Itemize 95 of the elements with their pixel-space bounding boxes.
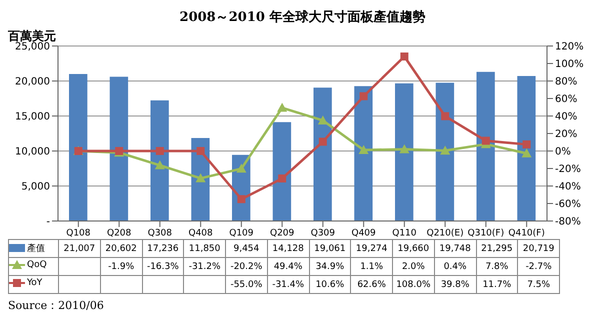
y2-tick-label: 40%: [555, 112, 578, 123]
data-label: 39.8%: [434, 276, 476, 294]
legend-label: YoY: [27, 278, 42, 288]
y2-tick-label: -20%: [555, 164, 581, 176]
data-label: 21,295: [476, 240, 518, 258]
y2-tick-label: -40%: [555, 182, 581, 193]
x-tick-label: Q210(E): [426, 228, 464, 238]
y2-tick-label: -80%: [555, 216, 581, 228]
data-label: 20,602: [100, 240, 142, 258]
data-label: 49.4%: [267, 258, 309, 276]
data-label: 19,748: [434, 240, 476, 258]
data-label: -2.7%: [518, 258, 560, 276]
x-tick-label: Q410(F): [508, 228, 545, 238]
data-label: 11.7%: [476, 276, 518, 294]
point: [156, 147, 164, 155]
x-tick-label: Q309: [310, 228, 336, 238]
point: [440, 146, 450, 155]
data-label: 14,128: [267, 240, 309, 258]
data-label: 17,236: [142, 240, 184, 258]
point: [318, 138, 327, 146]
y-tick-label: 10,000: [15, 146, 50, 158]
legend-label: QoQ: [27, 260, 47, 270]
bar: [436, 82, 454, 221]
data-label: 1.1%: [350, 258, 392, 276]
y-tick-label: 5,000: [21, 182, 50, 193]
data-label: -31.2%: [184, 258, 226, 276]
point: [278, 174, 286, 182]
x-tick-label: Q310(F): [468, 228, 504, 238]
bar: [476, 72, 495, 221]
bar: [69, 74, 88, 221]
bar: [395, 83, 414, 221]
data-label: 19,660: [392, 240, 434, 258]
chart-title: 2008～2010 年全球大尺寸面板產值趨勢: [178, 9, 426, 26]
y2-tick-label: 60%: [555, 94, 578, 106]
data-label: 10.6%: [309, 276, 351, 294]
y2-tick-label: 100%: [555, 59, 584, 70]
data-label: 62.6%: [350, 276, 392, 294]
point: [522, 140, 531, 148]
legend-label: 產值: [27, 242, 45, 255]
y2-tick-label: 0%: [555, 146, 571, 158]
point: [522, 148, 532, 158]
point: [482, 136, 490, 145]
data-label: 21,007: [58, 240, 100, 258]
y-tick-label: 20,000: [15, 76, 50, 88]
data-label: -16.3%: [142, 258, 184, 276]
data-label: 7.8%: [476, 258, 518, 276]
bar: [354, 86, 373, 221]
source-note: Source：2010/06: [8, 298, 105, 313]
bar: [110, 76, 128, 221]
data-label: 9,454: [226, 240, 268, 258]
x-tick-label: Q409: [351, 228, 376, 238]
data-label: 11,850: [184, 240, 226, 258]
point: [318, 115, 328, 124]
data-label: 0.4%: [434, 258, 476, 276]
point: [400, 52, 408, 60]
point: [154, 160, 165, 170]
point: [277, 102, 288, 112]
bar: [150, 100, 169, 221]
x-tick-label: Q110: [392, 228, 417, 238]
point: [441, 112, 450, 120]
point: [360, 92, 368, 100]
data-label: -55.0%: [226, 276, 268, 294]
point: [196, 173, 206, 182]
point: [237, 195, 246, 204]
y-tick-label: 25,000: [15, 42, 50, 53]
point: [399, 144, 410, 154]
y2-tick-label: 120%: [555, 42, 584, 53]
x-tick-label: Q209: [270, 228, 295, 238]
data-label: 20,719: [518, 240, 560, 258]
data-label: 108.0%: [392, 276, 434, 294]
bar: [314, 88, 332, 221]
data-label: 19,061: [309, 240, 351, 258]
y-tick-label: -: [46, 216, 50, 228]
y2-tick-label: 80%: [555, 76, 578, 88]
x-tick-label: Q109: [229, 228, 254, 238]
point: [196, 147, 205, 155]
data-label: 19,274: [350, 240, 392, 258]
data-label: 34.9%: [309, 258, 351, 276]
x-tick-label: Q108: [66, 228, 91, 238]
data-label: -31.4%: [267, 276, 309, 294]
y-tick-label: 15,000: [15, 112, 50, 123]
data-label: -20.2%: [226, 258, 268, 276]
y-axis-title: 百萬美元: [8, 28, 56, 43]
y2-tick-label: -60%: [555, 199, 581, 210]
point: [236, 164, 246, 173]
x-tick-label: Q208: [106, 228, 132, 238]
data-label: 2.0%: [392, 258, 434, 276]
bar: [272, 122, 292, 221]
point: [358, 145, 369, 154]
x-tick-label: Q308: [148, 228, 172, 238]
bar: [517, 76, 536, 221]
data-label: 7.5%: [518, 276, 560, 294]
y2-tick-label: 20%: [555, 129, 578, 140]
x-tick-label: Q408: [188, 228, 214, 238]
data-label: -1.9%: [100, 258, 142, 276]
